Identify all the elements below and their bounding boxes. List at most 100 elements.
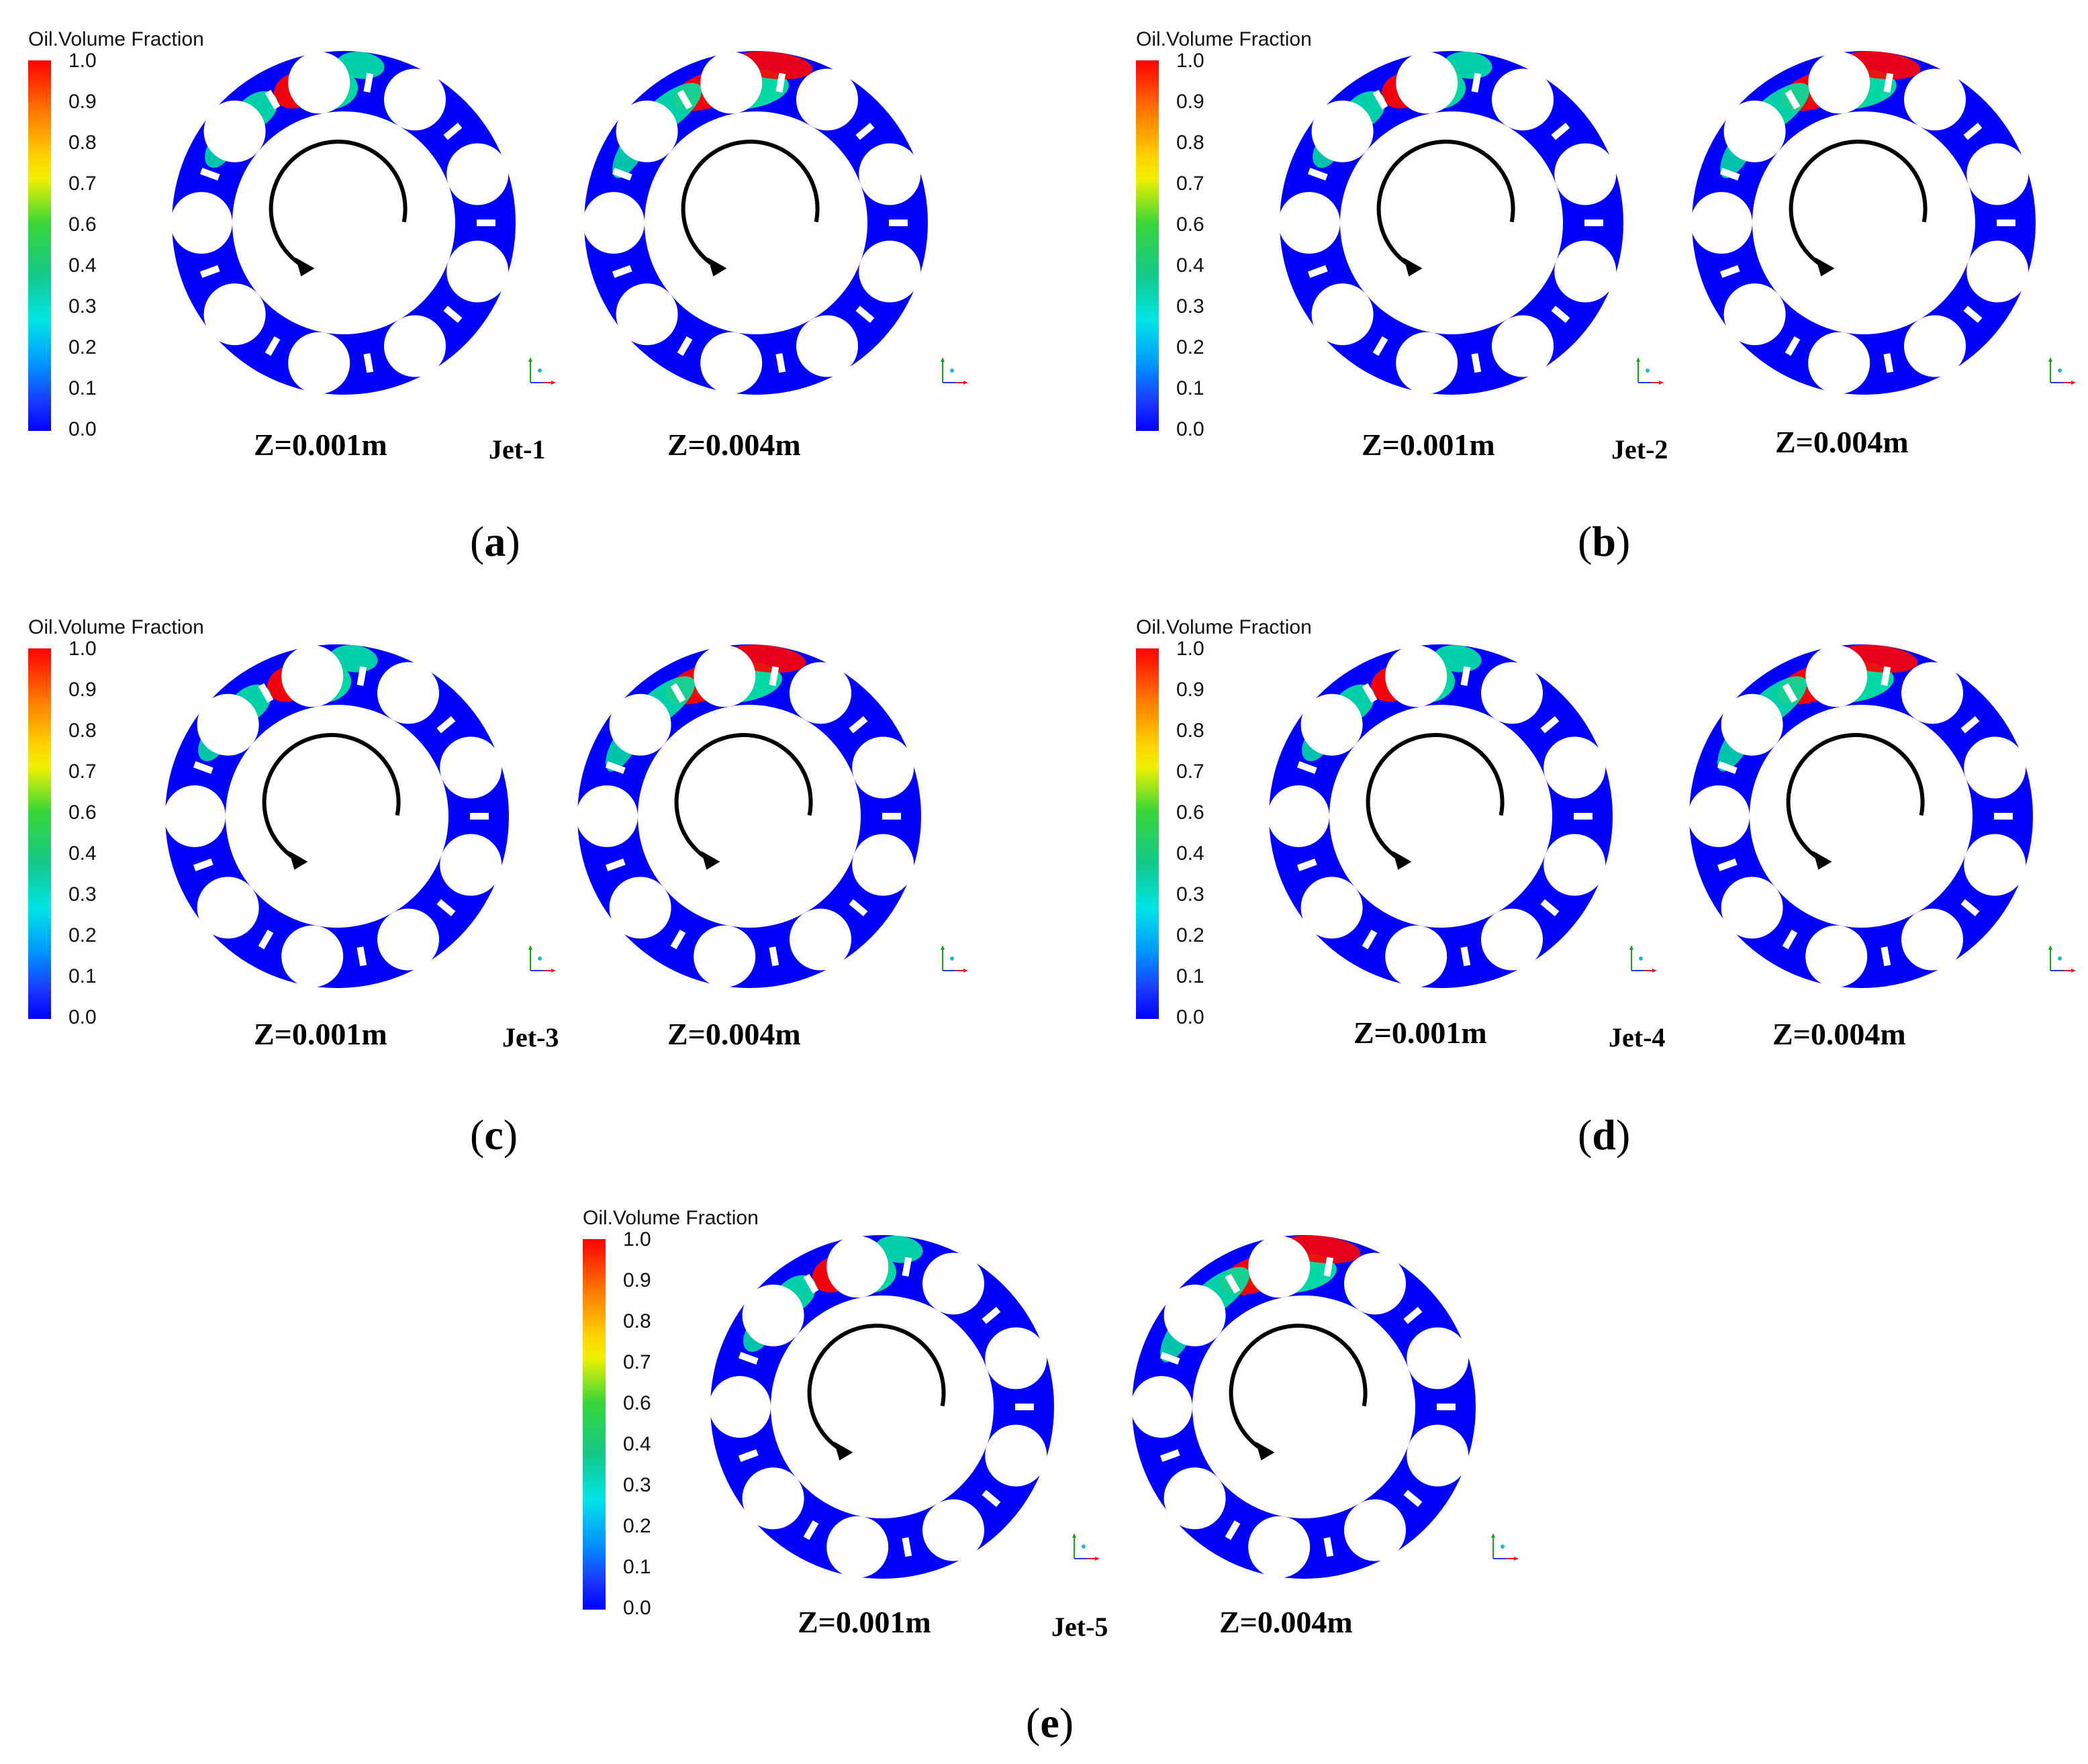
tick: 0.8 — [1176, 132, 1204, 154]
tick: 1.0 — [68, 50, 97, 72]
colorbar — [28, 60, 51, 431]
bearing-svg — [1688, 644, 2033, 988]
rotation-arrow-icon — [1376, 140, 1515, 268]
legend: Oil.Volume Fraction 1.0 0.9 0.8 0.7 0.6 … — [28, 27, 243, 443]
legend-title: Oil.Volume Fraction — [28, 616, 204, 638]
subfigure-caption: (d) — [1578, 1111, 1631, 1159]
axis-triad-svg — [1491, 1533, 1519, 1561]
z-label-right: Z=0.004m — [1775, 425, 1909, 459]
cage-dashes — [199, 72, 495, 373]
bearing-svg — [1268, 644, 1613, 988]
axis-triad-icon — [525, 356, 559, 389]
tick: 0.9 — [68, 679, 97, 701]
axis-triad-svg — [941, 945, 968, 973]
bearing-svg — [1691, 51, 2036, 395]
tick: 0.1 — [623, 1556, 651, 1578]
rolling-element — [790, 662, 851, 724]
arrowhead-icon — [1815, 257, 1835, 277]
rotation-arrow-icon — [1786, 733, 1925, 861]
tick: 0.6 — [68, 801, 97, 824]
z-label-left: Z=0.001m — [1354, 1016, 1487, 1050]
tick: 0.8 — [68, 720, 97, 742]
rolling-element — [1808, 52, 1870, 114]
rolling-element — [203, 283, 266, 346]
cage-dashes — [738, 1257, 1034, 1557]
rolling-element — [1248, 1516, 1311, 1578]
rolling-element — [288, 332, 350, 394]
rolling-element — [1131, 1376, 1192, 1438]
bearing-section-right — [1129, 1232, 1478, 1581]
rolling-element — [922, 1253, 984, 1315]
rotation-arrow-icon — [1789, 140, 1928, 268]
tick: 0.1 — [68, 377, 97, 399]
rolling-element — [694, 645, 756, 707]
tick: 0.0 — [68, 418, 97, 440]
arrowhead-icon — [1403, 257, 1423, 277]
axis-triad-icon — [525, 944, 559, 977]
rolling-element — [583, 192, 645, 254]
z-label-right: Z=0.004m — [667, 428, 801, 462]
arrowhead-icon — [1255, 1441, 1275, 1461]
axis-triad-icon — [1069, 1532, 1102, 1565]
rolling-element — [377, 908, 439, 971]
rolling-element — [1901, 662, 1963, 724]
bearing-svg — [709, 1235, 1054, 1579]
rolling-element — [709, 1376, 771, 1438]
rolling-element — [197, 877, 259, 939]
subfigure-caption: (e) — [1026, 1699, 1074, 1747]
jet-label: Jet-1 — [489, 434, 546, 464]
inner-race — [1340, 111, 1563, 334]
jet-label: Jet-4 — [1609, 1022, 1666, 1052]
bearing-svg — [171, 51, 516, 395]
rolling-element — [377, 662, 439, 724]
rolling-element — [1544, 834, 1606, 896]
rolling-element — [1278, 192, 1340, 254]
z-label-right: Z=0.004m — [667, 1017, 801, 1051]
rolling-element — [852, 834, 914, 896]
colorbar — [28, 648, 51, 1019]
bearing-section-left — [708, 1232, 1057, 1581]
axis-triad-svg — [1629, 945, 1657, 973]
inner-race — [1192, 1295, 1415, 1518]
tick: 0.7 — [1176, 761, 1204, 783]
rolling-element — [1554, 143, 1617, 205]
tick: 0.7 — [68, 173, 97, 195]
tick: 0.9 — [623, 1269, 651, 1291]
bearing-section-left — [169, 48, 518, 397]
rolling-element — [197, 693, 259, 756]
axis-triad-icon — [1488, 1532, 1521, 1565]
arrowhead-icon — [834, 1441, 853, 1461]
bearing-svg — [576, 644, 921, 988]
rolling-element — [1407, 1327, 1469, 1389]
tick: 1.0 — [623, 1228, 651, 1251]
tick: 0.3 — [623, 1474, 651, 1496]
tick: 0.2 — [1176, 336, 1204, 358]
rolling-element — [440, 834, 502, 896]
axis-triad-icon — [937, 356, 971, 389]
tick: 0.4 — [1176, 254, 1204, 277]
rolling-element — [859, 240, 921, 303]
rolling-element — [1492, 315, 1554, 377]
legend: Oil.Volume Fraction 1.0 0.9 0.8 0.7 0.6 … — [28, 615, 243, 1031]
rolling-element — [1723, 100, 1786, 162]
rotation-arrow-icon — [1229, 1324, 1368, 1452]
tick: 0.9 — [68, 91, 97, 113]
axis-triad-icon — [2045, 356, 2079, 389]
rolling-element — [281, 925, 344, 987]
tick: 0.3 — [1176, 883, 1204, 905]
rolling-element — [694, 925, 756, 987]
rotation-arrow-icon — [269, 140, 408, 268]
tick: 1.0 — [68, 638, 97, 660]
rolling-element — [1268, 785, 1329, 847]
rotation-arrow-icon — [262, 733, 401, 861]
rotation-arrow-icon — [807, 1324, 946, 1452]
tick: 0.1 — [1176, 377, 1204, 399]
arrowhead-icon — [708, 257, 727, 277]
rolling-element — [1481, 662, 1543, 724]
arrowhead-icon — [701, 850, 720, 870]
rotation-arrow-icon — [681, 140, 820, 268]
rolling-element — [1688, 785, 1750, 847]
tick: 0.9 — [1176, 679, 1204, 701]
bearing-svg — [1278, 51, 1623, 395]
cage-dashes — [1296, 666, 1593, 967]
